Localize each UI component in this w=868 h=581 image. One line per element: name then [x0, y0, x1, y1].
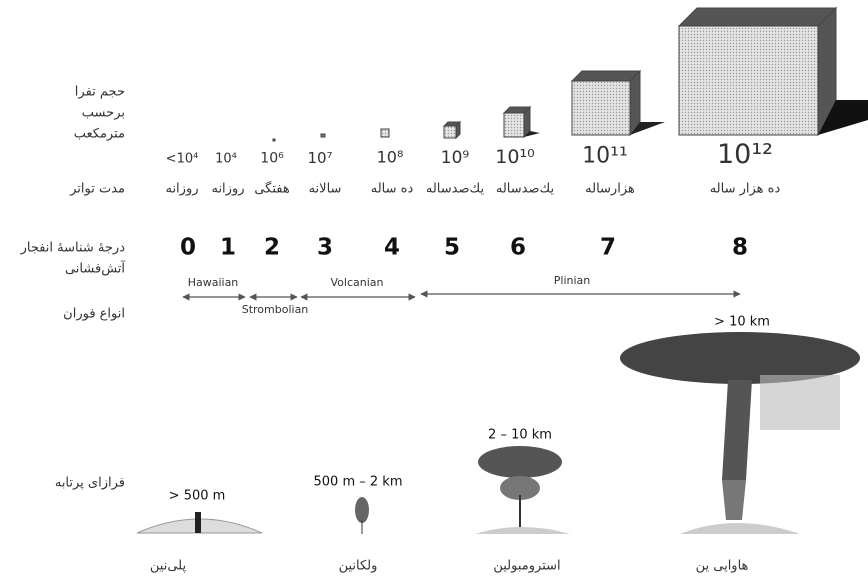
plume-label: هاوایی ین: [696, 559, 749, 574]
volume: 10¹²: [717, 139, 773, 170]
vei: 1: [220, 235, 236, 261]
height-label: فرازای پرتابه: [55, 476, 125, 491]
volume: 10⁴: [215, 151, 237, 166]
volume-label: برحسب: [82, 106, 125, 121]
volume: 10⁸: [377, 148, 404, 167]
vei: 4: [384, 235, 400, 261]
vei: 7: [600, 235, 616, 261]
plume-height: 500 m – 2 km: [314, 475, 403, 490]
plume-height: > 500 m: [169, 489, 226, 504]
frequency: یك‌صدساله: [496, 182, 555, 197]
cubes: [273, 8, 868, 141]
plume-height: > 10 km: [714, 315, 770, 330]
volume: 10¹⁰: [495, 146, 534, 168]
vei: 3: [317, 235, 333, 261]
frequency-label: مدت تواتر: [69, 182, 125, 197]
plume-label: استرومبولین: [493, 559, 560, 574]
frequency: ده ساله: [371, 182, 414, 197]
vei: 2: [264, 235, 280, 261]
frequency: ده هزار ساله: [710, 182, 781, 197]
volume-label: حجم تفرا: [75, 85, 125, 100]
volume-label: مترمکعب: [74, 127, 125, 142]
volume: <10⁴: [166, 151, 199, 166]
frequency: یك‌صدساله: [426, 182, 485, 197]
vei: 8: [732, 235, 748, 261]
vei-label: آتش‌فشانی: [65, 260, 126, 277]
eruption-type: Plinian: [554, 274, 591, 287]
volume: 10¹¹: [582, 144, 628, 169]
left-labels: حجم تفرا برحسب مترمکعب مدت تواتر درجهٔ ش…: [20, 85, 127, 491]
diagram: حجم تفرا برحسب مترمکعب مدت تواتر درجهٔ ش…: [0, 0, 868, 581]
frequency: روزانه: [211, 182, 244, 197]
eruption-type: Strombolian: [242, 303, 309, 316]
plume-label: پلی‌نین: [150, 559, 187, 574]
frequency: سالانه: [309, 182, 342, 197]
vei: 5: [444, 235, 460, 261]
eruption-type: Hawaiian: [188, 276, 239, 289]
volume: 10⁶: [260, 151, 284, 167]
types-label: انواع فوران: [63, 307, 125, 322]
plume-label: ولکانین: [339, 559, 378, 574]
volume: 10⁹: [441, 148, 470, 168]
vei: 6: [510, 235, 526, 261]
vei-label: درجهٔ شناسهٔ انفجار: [20, 241, 126, 256]
frequency: هزارساله: [585, 182, 635, 197]
frequency: هفتگی: [254, 181, 290, 197]
frequency: روزانه: [165, 182, 198, 197]
eruption-type: Volcanian: [331, 276, 384, 289]
arrows: [183, 294, 740, 297]
vei: 0: [180, 235, 196, 261]
plume-height: 2 – 10 km: [488, 428, 552, 443]
volume: 10⁷: [307, 149, 332, 167]
